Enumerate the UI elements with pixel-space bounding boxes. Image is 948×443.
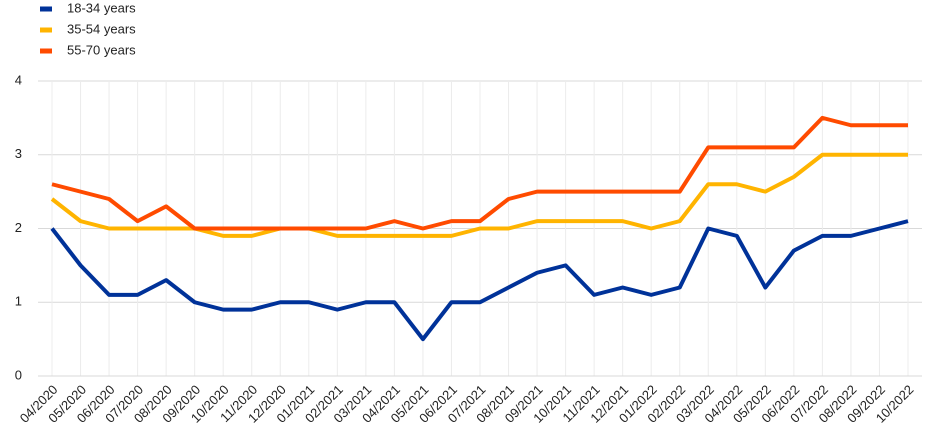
- legend-label: 55-70 years: [67, 42, 136, 57]
- y-tick-label: 3: [15, 146, 22, 161]
- series-line: [51, 115, 908, 231]
- y-tick-label: 0: [15, 367, 22, 382]
- y-tick-label: 2: [15, 220, 22, 235]
- legend-label: 18-34 years: [67, 0, 136, 15]
- legend-label: 35-54 years: [67, 21, 136, 36]
- y-tick-label: 4: [15, 72, 22, 87]
- series-line: [50, 219, 909, 342]
- y-tick-label: 1: [15, 294, 22, 309]
